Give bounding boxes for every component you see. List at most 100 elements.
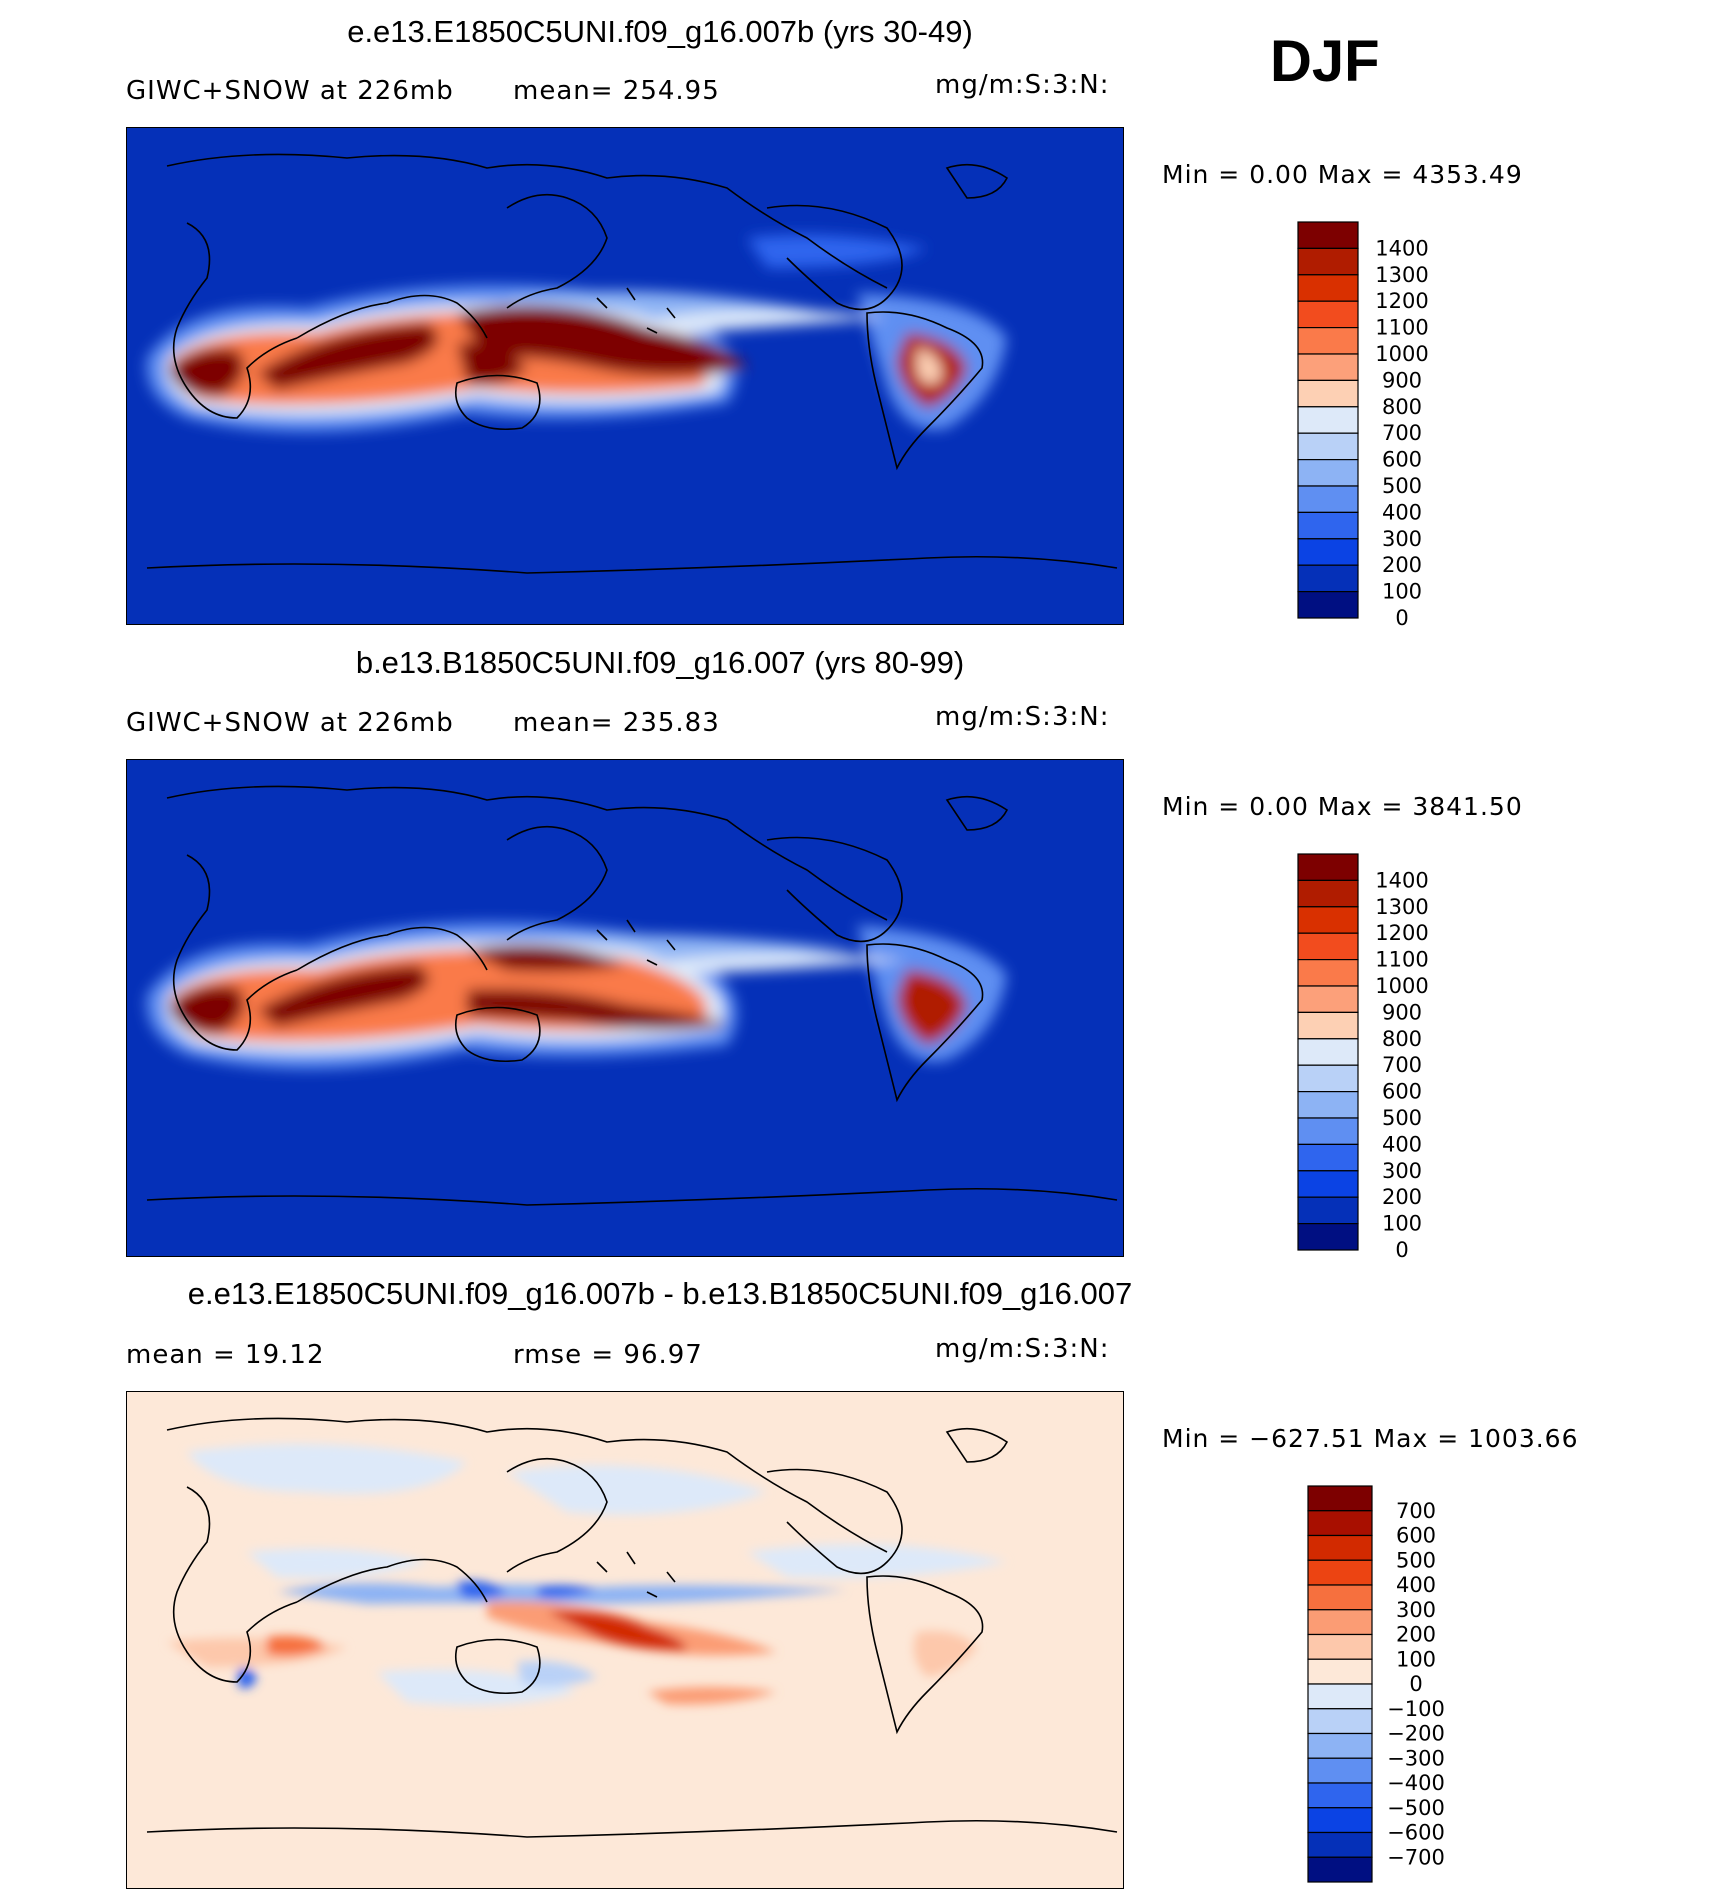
colorbar-label: 100 <box>1396 1647 1436 1671</box>
colorbar-swatch <box>1297 406 1359 434</box>
colorbar-swatch <box>1307 1831 1373 1858</box>
colorbar-label: 1000 <box>1375 974 1428 998</box>
colorbar-label: 1100 <box>1375 316 1428 340</box>
colorbar-label: 700 <box>1396 1499 1436 1523</box>
colorbar-swatch <box>1307 1633 1373 1660</box>
coastlines <box>146 153 1118 574</box>
colorbar-label: −300 <box>1387 1746 1445 1770</box>
colorbar-label: −600 <box>1387 1821 1445 1845</box>
colorbar-label: 500 <box>1382 1106 1422 1130</box>
colorbar-swatch <box>1307 1559 1373 1586</box>
panel-3-rmse-label: rmse = 96.97 <box>513 1340 703 1370</box>
colorbar-label: 200 <box>1382 553 1422 577</box>
colorbar-label: 1200 <box>1375 921 1428 945</box>
colorbar-swatch <box>1307 1658 1373 1685</box>
colorbar-swatch <box>1297 1223 1359 1251</box>
colorbar-swatch <box>1297 564 1359 593</box>
colorbar-label: 1100 <box>1375 948 1428 972</box>
colorbar-label: 800 <box>1382 1027 1422 1051</box>
colorbar-label: −400 <box>1387 1771 1445 1795</box>
colorbar-label: 500 <box>1382 474 1422 498</box>
panel-3-units-label: mg/m:S:3:N: <box>935 1334 1110 1364</box>
colorbar-swatch <box>1297 1170 1359 1198</box>
colorbar-swatch <box>1297 591 1359 619</box>
colorbar-label: −100 <box>1387 1697 1445 1721</box>
colorbar-swatch <box>1297 853 1359 881</box>
coastlines <box>146 1417 1118 1838</box>
panel-1-colorbar: 1400 1300 1200 1100 1000 900 800 700 600 500 400 30… <box>1297 221 1458 630</box>
colorbar-label: 900 <box>1382 368 1422 392</box>
colorbar-label: −700 <box>1387 1845 1445 1869</box>
colorbar-label: 0 <box>1395 1238 1408 1262</box>
colorbar-label: 400 <box>1382 500 1422 524</box>
colorbar-swatch <box>1297 1196 1359 1225</box>
panel-2-mean-label: mean= 235.83 <box>513 708 720 738</box>
season-label: DJF <box>1270 29 1380 94</box>
colorbar-label: 100 <box>1382 1212 1422 1236</box>
panel-2-map <box>126 759 1124 1257</box>
panel-1-variable-label: GIWC+SNOW at 226mb <box>126 76 454 106</box>
colorbar-label: 700 <box>1382 1053 1422 1077</box>
colorbar-label: 1400 <box>1375 868 1428 892</box>
colorbar-label: 900 <box>1382 1000 1422 1024</box>
colorbar-label: 300 <box>1396 1598 1436 1622</box>
colorbar-swatch <box>1297 1038 1359 1066</box>
colorbar-swatch <box>1307 1757 1373 1784</box>
colorbar-label: 300 <box>1382 527 1422 551</box>
colorbar-label: 1000 <box>1375 342 1428 366</box>
colorbar-label: −200 <box>1387 1722 1445 1746</box>
colorbar-label: 1300 <box>1375 263 1428 287</box>
colorbar-label: 500 <box>1396 1548 1436 1572</box>
colorbar-label: 100 <box>1382 580 1422 604</box>
panel-3-mean-label: mean = 19.12 <box>126 1340 325 1370</box>
colorbar-label: 1200 <box>1375 289 1428 313</box>
colorbar-swatch <box>1307 1534 1373 1561</box>
colorbar-swatch <box>1297 353 1359 381</box>
colorbar-label: 0 <box>1409 1672 1422 1696</box>
colorbar-swatch <box>1297 459 1359 487</box>
panel-3-map <box>126 1391 1124 1889</box>
panel-1-units-label: mg/m:S:3:N: <box>935 70 1110 100</box>
colorbar-swatch <box>1297 1091 1359 1119</box>
colorbar-swatch <box>1297 985 1359 1013</box>
difference-contours <box>167 1444 1007 1706</box>
colorbar-label: 600 <box>1382 1080 1422 1104</box>
colorbar-swatch <box>1307 1708 1373 1735</box>
colorbar-swatch <box>1297 379 1359 408</box>
colorbar-swatch <box>1307 1584 1373 1611</box>
colorbar-swatch <box>1297 274 1359 302</box>
colorbar-swatch <box>1307 1782 1373 1809</box>
colorbar-swatch <box>1297 538 1359 566</box>
panel-2-colorbar: 1400 1300 1200 1100 1000 900 800 700 600 500 400 30… <box>1297 853 1458 1262</box>
panel-3-title: e.e13.E1850C5UNI.f09_g16.007b - b.e13.B1… <box>187 1276 1133 1311</box>
colorbar-swatch <box>1297 326 1359 355</box>
colorbar-label: 400 <box>1382 1132 1422 1156</box>
colorbar-label: 800 <box>1382 395 1422 419</box>
colorbar-swatch <box>1297 932 1359 961</box>
colorbar-swatch <box>1297 1117 1359 1145</box>
ice-field-contours <box>146 234 1007 432</box>
colorbar-label: 700 <box>1382 421 1422 445</box>
ice-field-contours <box>146 922 1007 1069</box>
colorbar-swatch <box>1297 958 1359 987</box>
colorbar-swatch <box>1297 1011 1359 1040</box>
colorbar-swatch <box>1307 1683 1373 1710</box>
colorbar-swatch <box>1297 906 1359 934</box>
colorbar-label: −500 <box>1387 1796 1445 1820</box>
colorbar-label: 200 <box>1382 1185 1422 1209</box>
coastlines <box>146 785 1118 1206</box>
panel-1-map <box>126 127 1124 625</box>
panel-3-minmax: Min = −627.51 Max = 1003.66 <box>1162 1424 1579 1453</box>
panel-2-title: b.e13.B1850C5UNI.f09_g16.007 (yrs 80-99) <box>355 645 965 680</box>
colorbar-swatch <box>1297 300 1359 329</box>
colorbar-swatch <box>1297 1143 1359 1172</box>
colorbar-label: 1300 <box>1375 895 1428 919</box>
colorbar-swatch <box>1297 432 1359 461</box>
colorbar-label: 400 <box>1396 1573 1436 1597</box>
colorbar-swatch <box>1297 1064 1359 1093</box>
colorbar-label: 300 <box>1382 1159 1422 1183</box>
colorbar-swatch <box>1307 1510 1373 1537</box>
colorbar-swatch <box>1307 1856 1373 1883</box>
colorbar-swatch <box>1297 879 1359 908</box>
panel-1-mean-label: mean= 254.95 <box>513 76 720 106</box>
